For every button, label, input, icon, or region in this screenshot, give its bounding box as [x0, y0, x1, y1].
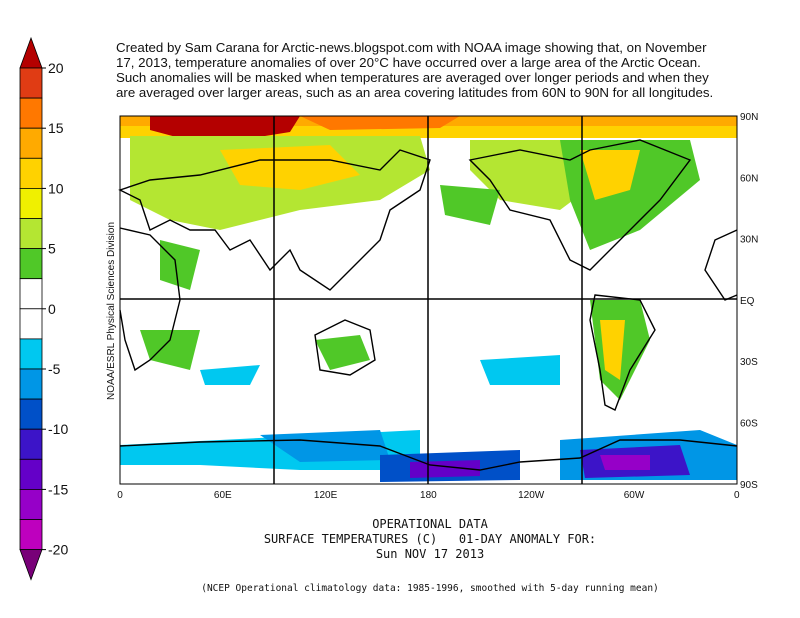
- colorbar-band: [19, 97, 43, 129]
- lon-label: 0: [734, 490, 740, 501]
- lon-label: 60W: [624, 490, 645, 501]
- lat-label: 90N: [740, 112, 758, 123]
- anomaly-patch: [600, 455, 650, 470]
- anomaly-patch: [300, 116, 460, 130]
- footer-line: SURFACE TEMPERATURES (C) 01-DAY ANOMALY …: [264, 532, 596, 546]
- coastline: [119, 439, 738, 471]
- coastline: [589, 294, 656, 411]
- map-frame: [119, 115, 738, 485]
- colorbar-band: [19, 218, 43, 250]
- colorbar-band: [19, 398, 43, 430]
- anomaly-patch: [200, 365, 260, 385]
- colorbar-label: -10: [48, 421, 68, 437]
- colorbar-label: -15: [48, 481, 68, 497]
- colorbar-band: [19, 428, 43, 460]
- lat-label: 30N: [740, 235, 758, 246]
- annotation-line: Such anomalies will be masked when tempe…: [116, 70, 709, 85]
- colorbar-label: 10: [48, 180, 64, 196]
- map: [118, 115, 738, 485]
- lat-label: 30S: [740, 357, 758, 368]
- coastline: [118, 149, 431, 291]
- anomaly-patch: [140, 330, 200, 370]
- coastline: [468, 139, 692, 271]
- footer-line: OPERATIONAL DATA: [372, 517, 488, 531]
- lat-label: 60S: [740, 419, 758, 430]
- anomaly-patch: [480, 355, 560, 385]
- colorbar-band: [19, 308, 43, 340]
- coastline: [119, 227, 181, 372]
- colorbar-band: [19, 368, 43, 400]
- colorbar-band: [19, 127, 43, 159]
- anomaly-patch: [315, 335, 370, 370]
- colorbar-label: 20: [48, 60, 64, 76]
- lon-label: 120W: [518, 490, 545, 501]
- annotation-line: are averaged over larger areas, such as …: [116, 85, 713, 100]
- colorbar-label: 0: [48, 301, 56, 317]
- anomaly-patch: [440, 185, 500, 225]
- lon-label: 120E: [314, 490, 338, 501]
- lon-labels: 0 60E 120E 180 120W 60W 0: [117, 490, 740, 501]
- anomaly-patch: [160, 240, 200, 290]
- colorbar-band: [19, 187, 43, 219]
- colorbar-label: -20: [48, 542, 68, 558]
- lat-labels: 90N 60N 30N EQ 30S 60S 90S: [740, 112, 758, 491]
- anomaly-patch: [220, 145, 360, 190]
- lon-label: 60E: [214, 490, 232, 501]
- anomaly-patch: [150, 116, 300, 140]
- colorbar: 20 15 10 5 0 -5 -10 -15 -20: [19, 36, 68, 581]
- colorbar-band: [19, 67, 43, 99]
- lat-label: EQ: [740, 296, 755, 307]
- colorbar-cap: [19, 36, 43, 69]
- colorbar-band: [19, 278, 43, 310]
- colorbar-band: [19, 488, 43, 520]
- anomaly-patch: [580, 150, 640, 200]
- colorbar-label: 5: [48, 241, 56, 257]
- colorbar-band: [19, 519, 43, 551]
- anomaly-patch: [600, 320, 625, 380]
- lat-label: 90S: [740, 480, 758, 491]
- footer-note: (NCEP Operational climatology data: 1985…: [201, 583, 659, 594]
- lon-label: 0: [117, 490, 123, 501]
- colorbar-band: [19, 458, 43, 490]
- credit: NOAA/ESRL Physical Sciences Division: [106, 222, 117, 400]
- annotation-line: 17, 2013, temperature anomalies of over …: [116, 55, 701, 70]
- colorbar-band: [19, 248, 43, 280]
- lon-label: 180: [420, 490, 437, 501]
- colorbar-band: [19, 338, 43, 370]
- colorbar-band: [19, 157, 43, 189]
- anomaly-patch: [260, 430, 390, 462]
- colorbar-cap: [19, 549, 43, 581]
- annotation-line: Created by Sam Carana for Arctic-news.bl…: [116, 40, 707, 55]
- colorbar-label: -5: [48, 361, 61, 377]
- footer-line: Sun NOV 17 2013: [376, 547, 484, 561]
- lat-label: 60N: [740, 173, 758, 184]
- coastline: [314, 319, 376, 376]
- colorbar-label: 15: [48, 120, 64, 136]
